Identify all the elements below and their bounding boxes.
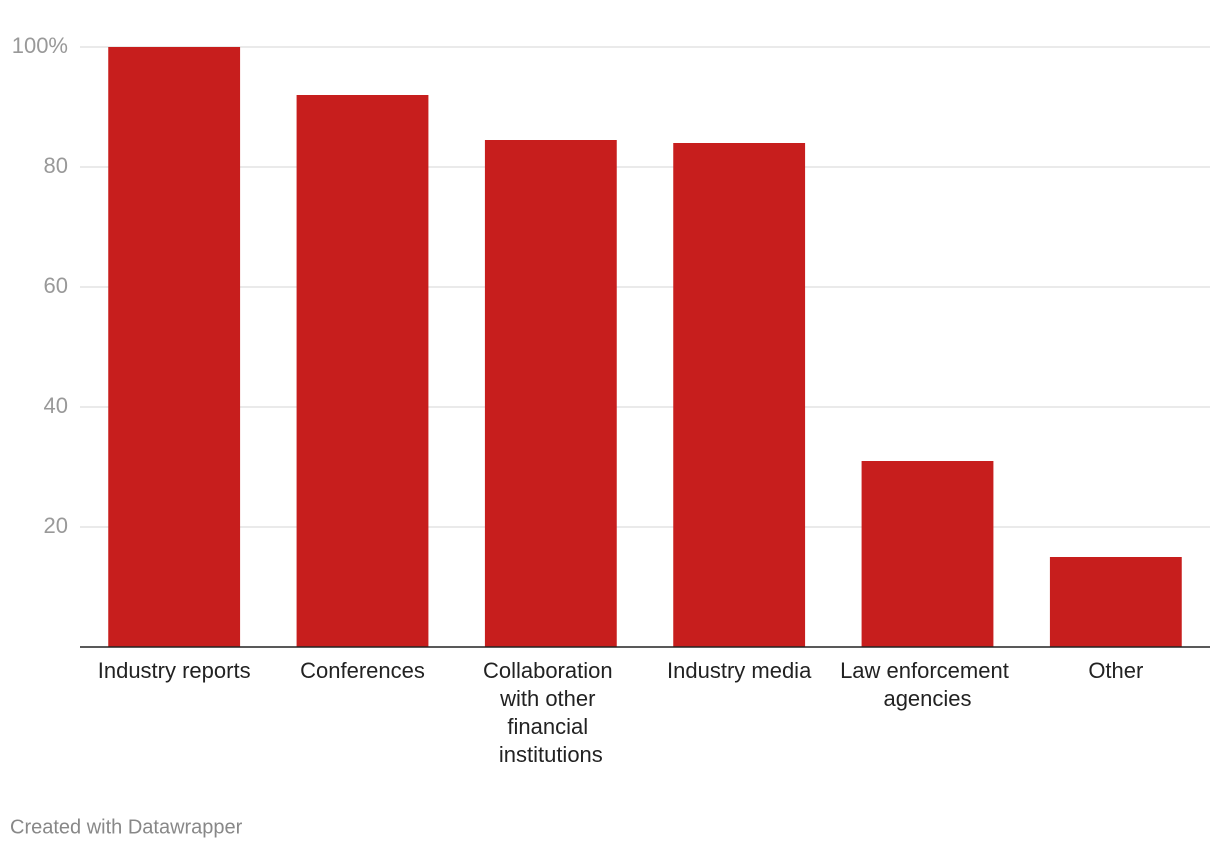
x-tick-label: Industry reports bbox=[98, 658, 251, 683]
bar bbox=[484, 140, 617, 647]
y-tick-label: 100% bbox=[12, 33, 68, 58]
y-tick-label: 60 bbox=[44, 273, 68, 298]
x-tick-label: Collaboration with other financial insti… bbox=[483, 658, 619, 767]
y-tick-label: 40 bbox=[44, 393, 68, 418]
x-tick-label: Law enforcement agencies bbox=[840, 658, 1015, 711]
bar bbox=[108, 47, 241, 647]
x-tick-label: Other bbox=[1088, 658, 1143, 683]
bar bbox=[1049, 557, 1182, 647]
bar bbox=[296, 95, 429, 647]
y-tick-label: 80 bbox=[44, 153, 68, 178]
bar bbox=[673, 143, 806, 647]
y-tick-label: 20 bbox=[44, 513, 68, 538]
x-tick-label: Conferences bbox=[300, 658, 425, 683]
credit: Created with Datawrapper bbox=[10, 816, 243, 838]
x-tick-label: Industry media bbox=[667, 658, 812, 683]
bar bbox=[861, 461, 994, 647]
